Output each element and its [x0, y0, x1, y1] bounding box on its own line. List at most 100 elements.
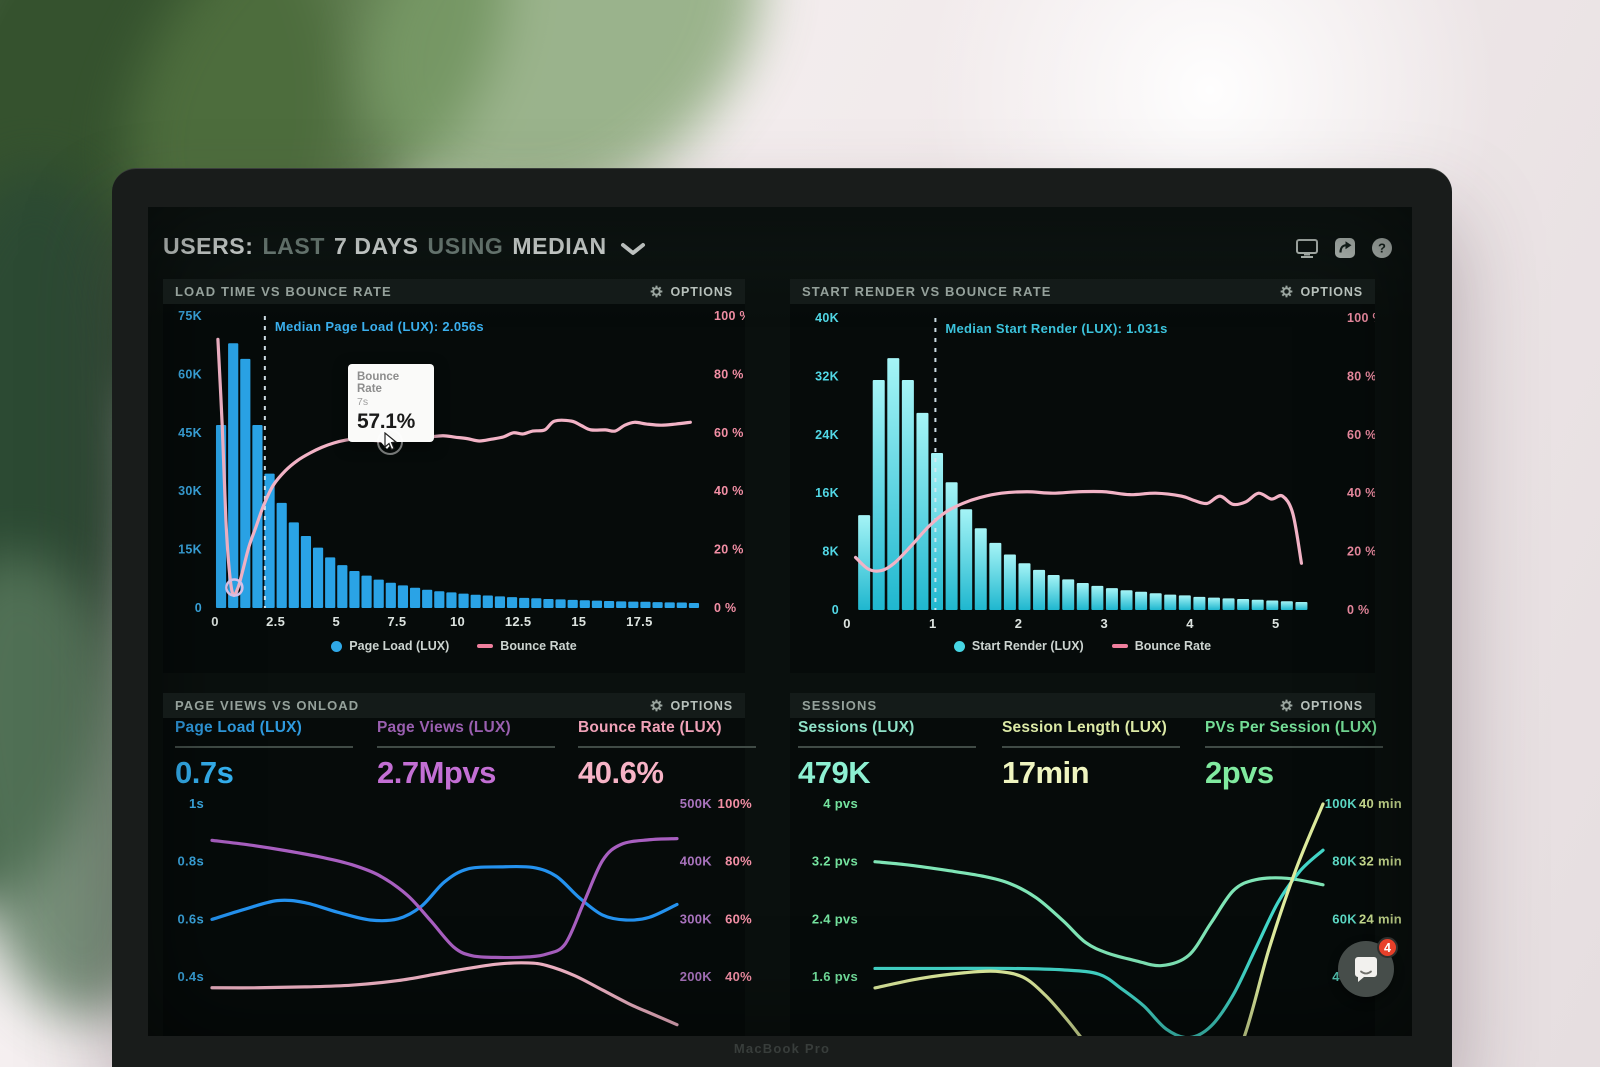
- svg-text:45K: 45K: [178, 426, 202, 440]
- svg-text:3.2 pvs: 3.2 pvs: [812, 854, 858, 869]
- metric-page-load: Page Load (LUX) 0.7s: [175, 719, 367, 791]
- svg-text:30K: 30K: [178, 484, 202, 498]
- svg-text:8K: 8K: [822, 545, 839, 559]
- laptop-screen: USERS: LAST 7 DAYS USING MEDIAN: [148, 207, 1412, 1036]
- svg-text:15K: 15K: [178, 543, 202, 557]
- title-segment: USING: [427, 233, 504, 259]
- svg-text:20 %: 20 %: [714, 543, 744, 557]
- svg-text:7.5: 7.5: [387, 614, 406, 629]
- share-icon[interactable]: [1334, 237, 1356, 259]
- svg-text:200K: 200K: [680, 969, 713, 984]
- panel-sessions: SESSIONS OPTIONS Sessions (LUX) 479K Ses…: [790, 693, 1402, 1036]
- title-segment: MEDIAN: [512, 233, 607, 259]
- svg-text:24 min: 24 min: [1359, 911, 1402, 926]
- svg-text:4: 4: [1186, 616, 1194, 631]
- svg-text:0.6s: 0.6s: [177, 911, 204, 926]
- legend-item[interactable]: Page Load (LUX): [331, 639, 449, 653]
- svg-text:?: ?: [1378, 241, 1386, 256]
- svg-text:40K: 40K: [815, 311, 839, 325]
- svg-text:60%: 60%: [725, 911, 752, 926]
- svg-text:32 min: 32 min: [1359, 854, 1402, 869]
- title-segment: LAST: [262, 233, 325, 259]
- legend-item[interactable]: Bounce Rate: [477, 639, 577, 653]
- chart-legend: Start Render (LUX) Bounce Rate: [790, 639, 1375, 653]
- svg-text:100%: 100%: [718, 796, 753, 811]
- svg-text:80%: 80%: [725, 854, 752, 869]
- svg-text:60K: 60K: [1332, 911, 1357, 926]
- svg-text:0 %: 0 %: [1347, 603, 1369, 617]
- svg-text:40 %: 40 %: [714, 484, 744, 498]
- panel-title: LOAD TIME VS BOUNCE RATE: [175, 284, 392, 299]
- legend-item[interactable]: Start Render (LUX): [953, 639, 1084, 653]
- svg-text:3: 3: [1100, 616, 1108, 631]
- title-segment: 7 DAYS: [333, 233, 419, 259]
- svg-text:1s: 1s: [189, 796, 204, 811]
- svg-text:40 min: 40 min: [1359, 796, 1402, 811]
- display-icon[interactable]: [1295, 237, 1319, 259]
- panel-header: PAGE VIEWS VS ONLOAD OPTIONS: [163, 693, 745, 718]
- options-button[interactable]: OPTIONS: [650, 699, 733, 713]
- metric-sessions: Sessions (LUX) 479K: [798, 719, 990, 791]
- panel-title: START RENDER VS BOUNCE RATE: [802, 284, 1052, 299]
- svg-text:15: 15: [571, 614, 586, 629]
- svg-text:40 %: 40 %: [1347, 486, 1375, 500]
- metric-page-views: Page Views (LUX) 2.7Mpvs: [377, 719, 569, 791]
- svg-text:100K: 100K: [1325, 796, 1358, 811]
- title-segment: USERS:: [163, 233, 254, 259]
- panel-page-views: PAGE VIEWS VS ONLOAD OPTIONS Page Load (…: [163, 693, 756, 1036]
- svg-text:0.8s: 0.8s: [177, 854, 204, 869]
- svg-text:4 pvs: 4 pvs: [823, 796, 858, 811]
- chat-badge: 4: [1377, 937, 1398, 958]
- svg-text:17.5: 17.5: [626, 614, 653, 629]
- svg-text:75K: 75K: [178, 309, 202, 323]
- svg-text:0: 0: [211, 614, 219, 629]
- legend-item[interactable]: Bounce Rate: [1111, 639, 1211, 653]
- svg-text:400K: 400K: [680, 854, 713, 869]
- svg-text:0: 0: [843, 616, 851, 631]
- svg-text:1: 1: [929, 616, 937, 631]
- svg-text:24K: 24K: [815, 428, 839, 442]
- laptop: USERS: LAST 7 DAYS USING MEDIAN: [112, 168, 1452, 1067]
- svg-text:500K: 500K: [680, 796, 713, 811]
- svg-text:1.6 pvs: 1.6 pvs: [812, 969, 858, 984]
- panel-load-time: LOAD TIME VS BOUNCE RATE OPTIONS 75K 60K 4…: [163, 279, 745, 673]
- options-button[interactable]: OPTIONS: [650, 285, 733, 299]
- svg-text:Median Page Load (LUX): 2.056s: Median Page Load (LUX): 2.056s: [275, 319, 484, 334]
- svg-text:80K: 80K: [1332, 854, 1357, 869]
- svg-text:Median Start Render (LUX): 1.0: Median Start Render (LUX): 1.031s: [945, 321, 1167, 336]
- legend-marker: [331, 640, 343, 652]
- page-views-chart[interactable]: 1s 0.8s 0.6s 0.4s 500K 400K 300K 200K 100% 80% 60%…: [163, 693, 753, 1036]
- cursor-hover-ring: [377, 429, 403, 455]
- panel-start-render: START RENDER VS BOUNCE RATE OPTIONS 40K 3…: [790, 279, 1375, 673]
- svg-text:10: 10: [450, 614, 465, 629]
- svg-text:0: 0: [832, 603, 839, 617]
- svg-text:80 %: 80 %: [1347, 369, 1375, 383]
- panel-title: SESSIONS: [802, 698, 878, 713]
- mouse-cursor: [384, 432, 398, 451]
- start-render-chart[interactable]: 40K 32K 24K 16K 8K 0 100 % 80 % 60 % 40 % 20 % 0 % 0…: [790, 279, 1375, 673]
- chevron-down-icon[interactable]: [620, 235, 646, 262]
- help-icon[interactable]: ?: [1371, 237, 1393, 259]
- svg-text:60K: 60K: [178, 367, 202, 381]
- gear-icon: [1281, 285, 1293, 298]
- legend-marker: [953, 640, 965, 652]
- panel-header: SESSIONS OPTIONS: [790, 693, 1375, 718]
- bezel-label: MacBook Pro: [733, 1041, 831, 1056]
- svg-text:32K: 32K: [815, 369, 839, 383]
- svg-text:12.5: 12.5: [505, 614, 532, 629]
- panel-header: LOAD TIME VS BOUNCE RATE OPTIONS: [163, 279, 745, 304]
- options-button[interactable]: OPTIONS: [1280, 285, 1363, 299]
- gear-icon: [651, 285, 663, 298]
- options-button[interactable]: OPTIONS: [1280, 699, 1363, 713]
- legend-label: Start Render (LUX): [971, 639, 1084, 653]
- svg-text:2.4 pvs: 2.4 pvs: [812, 911, 858, 926]
- legend-label: Page Load (LUX): [349, 639, 450, 653]
- load-time-chart[interactable]: 75K 60K 45K 30K 15K 0 100 % 80 % 60 % 40 % 20 % 0 %…: [163, 279, 745, 673]
- svg-text:0.4s: 0.4s: [177, 969, 204, 984]
- gear-icon: [1281, 699, 1293, 712]
- page-title: USERS: LAST 7 DAYS USING MEDIAN: [163, 231, 1397, 262]
- chat-widget-button[interactable]: 4: [1338, 937, 1398, 997]
- legend-label: Bounce Rate: [500, 639, 577, 653]
